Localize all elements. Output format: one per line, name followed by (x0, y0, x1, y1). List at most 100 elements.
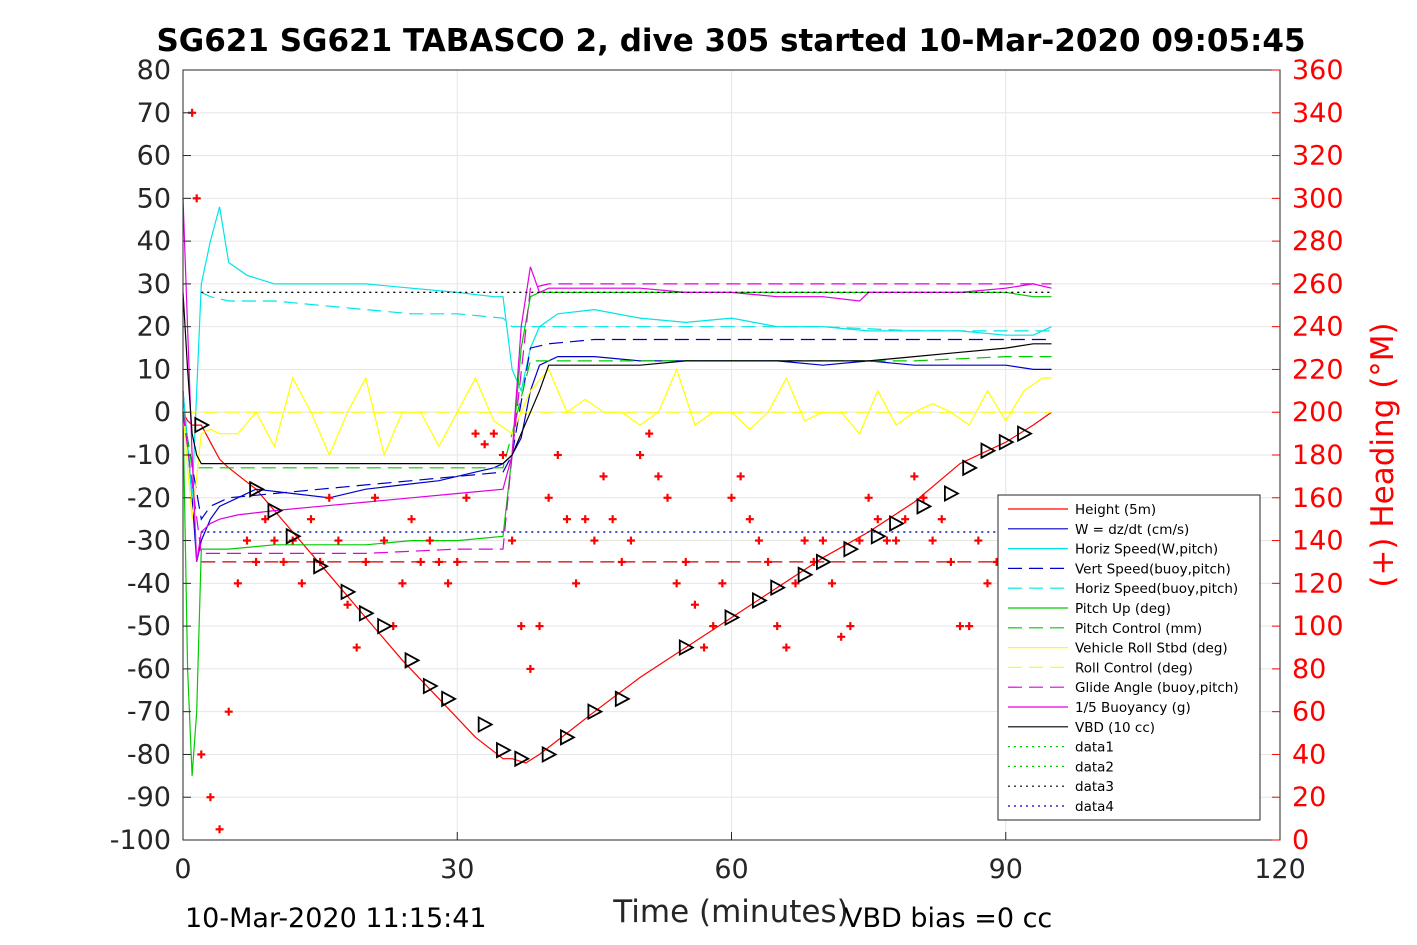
legend-item: data3 (1008, 779, 1114, 795)
x-tick-label: 60 (714, 854, 748, 885)
x-tick-label: 90 (989, 854, 1023, 885)
y-tick-label: -100 (110, 825, 171, 856)
position-marker (843, 540, 860, 558)
heading-point (864, 493, 873, 502)
legend-label: Pitch Control (mm) (1075, 621, 1202, 637)
heading-point (617, 557, 626, 566)
y-tick-label: 40 (137, 226, 171, 257)
legend-label: Horiz Speed(buoy,pitch) (1075, 581, 1238, 597)
heading-point (297, 579, 306, 588)
y-right-tick-label: 60 (1292, 697, 1326, 728)
position-marker (678, 638, 695, 657)
heading-point (901, 515, 910, 524)
heading-point (480, 440, 489, 449)
heading-point (581, 515, 590, 524)
y-right-tick-label: 340 (1292, 98, 1344, 129)
y-right-tick-label: 200 (1292, 397, 1344, 428)
position-marker (916, 497, 933, 515)
position-marker (587, 703, 604, 721)
heading-point (517, 622, 526, 631)
legend-item: data2 (1008, 759, 1114, 775)
y-tick-label: 0 (154, 397, 171, 428)
position-marker (816, 553, 832, 571)
heading-point (764, 557, 773, 566)
heading-point (398, 579, 407, 588)
y-right-tick-label: 360 (1292, 55, 1344, 86)
position-marker (797, 566, 814, 584)
legend-item: 1/5 Buoyancy (g) (1008, 700, 1191, 716)
heading-point (334, 536, 343, 545)
legend-label: data4 (1075, 799, 1114, 815)
heading-point (407, 515, 416, 524)
heading-point (645, 429, 654, 438)
legend-label: data3 (1075, 779, 1114, 795)
position-marker (944, 484, 960, 503)
y-tick-label: 80 (137, 55, 171, 86)
legend-item: Vert Speed(buoy,pitch) (1008, 561, 1231, 577)
heading-point (745, 515, 754, 524)
heading-point (498, 451, 507, 459)
heading-point (242, 536, 251, 545)
legend-label: Vert Speed(buoy,pitch) (1075, 561, 1231, 577)
legend-label: VBD (10 cc) (1075, 720, 1155, 736)
heading-point (828, 579, 837, 588)
legend: Height (5m) W = dz/dt (cm/s) Horiz Speed(W… (997, 494, 1261, 821)
y-right-tick-label: 120 (1292, 568, 1344, 599)
heading-point (773, 622, 782, 631)
y-right-tick-label: 300 (1292, 183, 1344, 214)
y-tick-label: -10 (127, 440, 171, 471)
footer-timestamp: 10-Mar-2020 11:15:41 (185, 903, 487, 934)
y-right-tick-label: 100 (1292, 611, 1344, 642)
heading-point (352, 643, 361, 652)
legend-label: Roll Control (deg) (1075, 660, 1193, 676)
legend-item: VBD (10 cc) (1008, 720, 1155, 736)
position-marker (514, 750, 531, 768)
legend-item: Horiz Speed(W,pitch) (1008, 542, 1218, 558)
series-line-horiz-speed-buoy-pitch- (201, 291, 1052, 332)
heading-point (380, 536, 389, 545)
heading-point (946, 557, 955, 566)
heading-point (306, 515, 315, 524)
legend-item: Horiz Speed(buoy,pitch) (1008, 581, 1238, 597)
heading-point (489, 429, 498, 438)
heading-point (974, 536, 983, 545)
heading-point (270, 536, 279, 545)
y-tick-label: 70 (137, 98, 171, 129)
heading-point (873, 515, 882, 524)
legend-item: Pitch Up (deg) (1008, 601, 1171, 617)
y-tick-label: -80 (127, 739, 171, 770)
footer-vbd-bias: VBD bias =0 cc (844, 903, 1052, 934)
heading-point (892, 536, 901, 545)
heading-point (754, 536, 763, 545)
right-axis-label: (+) Heading (°M) (1365, 322, 1401, 587)
y-tick-label: 60 (137, 141, 171, 172)
heading-point (370, 493, 379, 502)
heading-point (681, 557, 690, 566)
legend-item: data1 (1008, 740, 1114, 756)
y-right-tick-label: 280 (1292, 226, 1344, 257)
position-marker (441, 690, 458, 708)
heading-point (727, 493, 736, 502)
position-marker (998, 433, 1015, 451)
heading-point (224, 707, 233, 716)
heading-point (937, 515, 946, 524)
heading-point (965, 622, 974, 631)
position-marker (477, 715, 494, 734)
legend-item: Roll Control (deg) (1008, 660, 1193, 676)
heading-point (718, 579, 727, 588)
y-right-tick-label: 320 (1292, 141, 1344, 172)
x-tick-label: 0 (174, 854, 191, 885)
y-tick-label: 30 (137, 269, 171, 300)
heading-point (818, 536, 827, 545)
position-marker (724, 609, 741, 627)
position-marker (377, 617, 394, 635)
position-marker (560, 728, 576, 746)
heading-point (572, 579, 581, 588)
heading-point (553, 451, 562, 459)
series-line-vbd-10-cc- (182, 292, 1052, 465)
heading-point (782, 643, 791, 652)
y-tick-label: -60 (127, 654, 171, 685)
heading-point (837, 632, 846, 641)
y-right-tick-label: 20 (1292, 782, 1326, 813)
legend-label: Glide Angle (buoy,pitch) (1075, 680, 1239, 696)
